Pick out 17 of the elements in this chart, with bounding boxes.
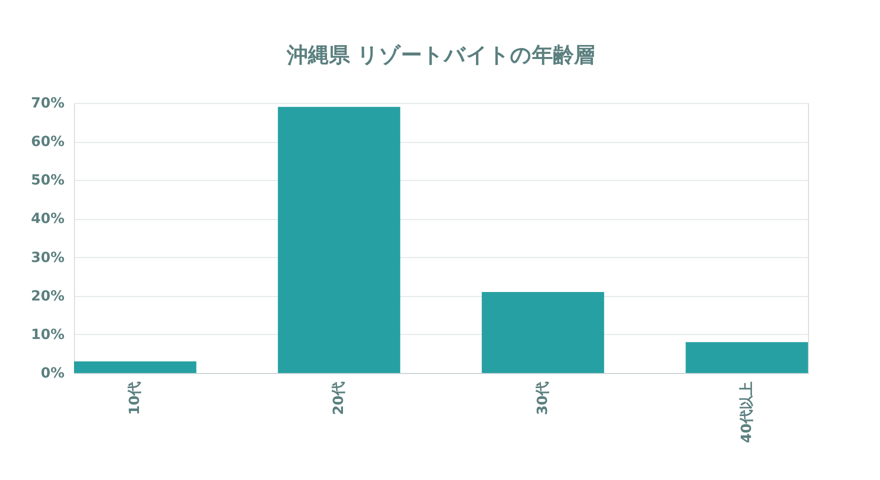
chart-title: 沖縄県 リゾートバイトの年齢層 [286,43,596,67]
y-tick-label: 10% [30,326,64,343]
y-tick-label: 70% [30,96,64,112]
bar [74,361,196,373]
x-tick-label: 30代 [534,382,551,415]
y-tick-label: 20% [30,288,64,304]
bar [482,292,604,373]
x-tick-label: 40代以上 [738,382,755,443]
y-tick-label: 50% [30,172,64,189]
bar [278,106,400,373]
bar [686,342,808,373]
x-tick-label: 20代 [331,382,348,415]
y-tick-label: 40% [30,211,64,228]
x-tick-label: 10代 [127,382,144,415]
y-tick-label: 0% [40,366,64,382]
y-tick-label: 60% [30,134,64,150]
y-tick-label: 30% [30,250,64,266]
